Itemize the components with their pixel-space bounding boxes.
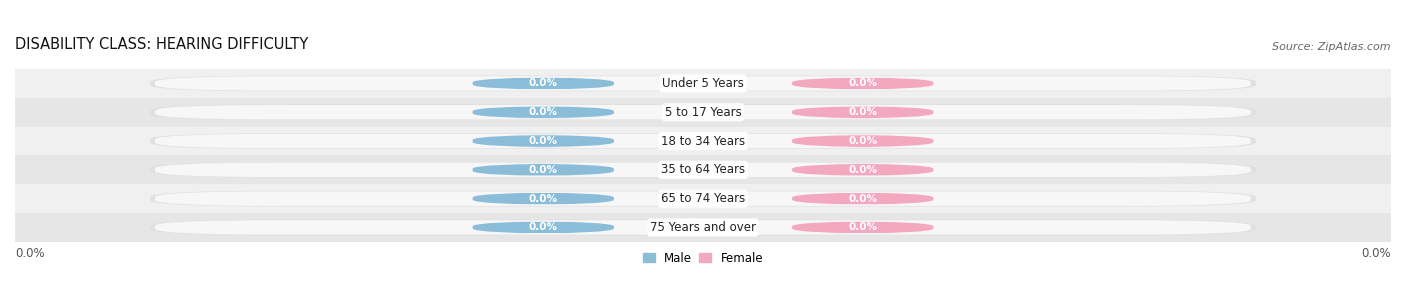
Bar [15, 156, 1391, 184]
Text: 0.0%: 0.0% [848, 194, 877, 204]
FancyBboxPatch shape [472, 192, 614, 205]
FancyBboxPatch shape [150, 191, 1256, 206]
FancyBboxPatch shape [472, 164, 614, 176]
Text: 0.0%: 0.0% [15, 247, 45, 260]
FancyBboxPatch shape [472, 221, 614, 234]
Text: 0.0%: 0.0% [848, 136, 877, 146]
FancyBboxPatch shape [150, 76, 1256, 92]
FancyBboxPatch shape [792, 77, 934, 90]
Text: DISABILITY CLASS: HEARING DIFFICULTY: DISABILITY CLASS: HEARING DIFFICULTY [15, 37, 308, 52]
Text: 0.0%: 0.0% [1361, 247, 1391, 260]
Text: 0.0%: 0.0% [529, 78, 558, 88]
FancyBboxPatch shape [792, 135, 934, 147]
Text: 18 to 34 Years: 18 to 34 Years [661, 135, 745, 148]
Text: 0.0%: 0.0% [529, 107, 558, 117]
FancyBboxPatch shape [155, 220, 1251, 235]
FancyBboxPatch shape [155, 105, 1251, 120]
Text: 0.0%: 0.0% [848, 222, 877, 232]
Text: 0.0%: 0.0% [848, 107, 877, 117]
FancyBboxPatch shape [472, 135, 614, 147]
Legend: Male, Female: Male, Female [638, 247, 768, 269]
FancyBboxPatch shape [150, 104, 1256, 120]
FancyBboxPatch shape [792, 221, 934, 234]
Text: 65 to 74 Years: 65 to 74 Years [661, 192, 745, 205]
FancyBboxPatch shape [150, 220, 1256, 235]
FancyBboxPatch shape [792, 106, 934, 118]
Bar [15, 184, 1391, 213]
Text: 0.0%: 0.0% [848, 165, 877, 175]
Text: 0.0%: 0.0% [848, 78, 877, 88]
FancyBboxPatch shape [155, 76, 1251, 91]
Text: Source: ZipAtlas.com: Source: ZipAtlas.com [1272, 42, 1391, 52]
FancyBboxPatch shape [155, 134, 1251, 148]
FancyBboxPatch shape [472, 77, 614, 90]
Text: Under 5 Years: Under 5 Years [662, 77, 744, 90]
Bar [15, 69, 1391, 98]
FancyBboxPatch shape [150, 162, 1256, 178]
Bar [15, 127, 1391, 156]
Text: 0.0%: 0.0% [529, 165, 558, 175]
Bar [15, 98, 1391, 127]
FancyBboxPatch shape [472, 106, 614, 118]
FancyBboxPatch shape [150, 133, 1256, 149]
FancyBboxPatch shape [155, 163, 1251, 177]
Text: 0.0%: 0.0% [529, 136, 558, 146]
Text: 0.0%: 0.0% [529, 222, 558, 232]
Bar [15, 213, 1391, 242]
Text: 5 to 17 Years: 5 to 17 Years [665, 106, 741, 119]
FancyBboxPatch shape [792, 192, 934, 205]
Text: 35 to 64 Years: 35 to 64 Years [661, 163, 745, 176]
Text: 0.0%: 0.0% [529, 194, 558, 204]
Text: 75 Years and over: 75 Years and over [650, 221, 756, 234]
FancyBboxPatch shape [792, 164, 934, 176]
FancyBboxPatch shape [155, 192, 1251, 206]
